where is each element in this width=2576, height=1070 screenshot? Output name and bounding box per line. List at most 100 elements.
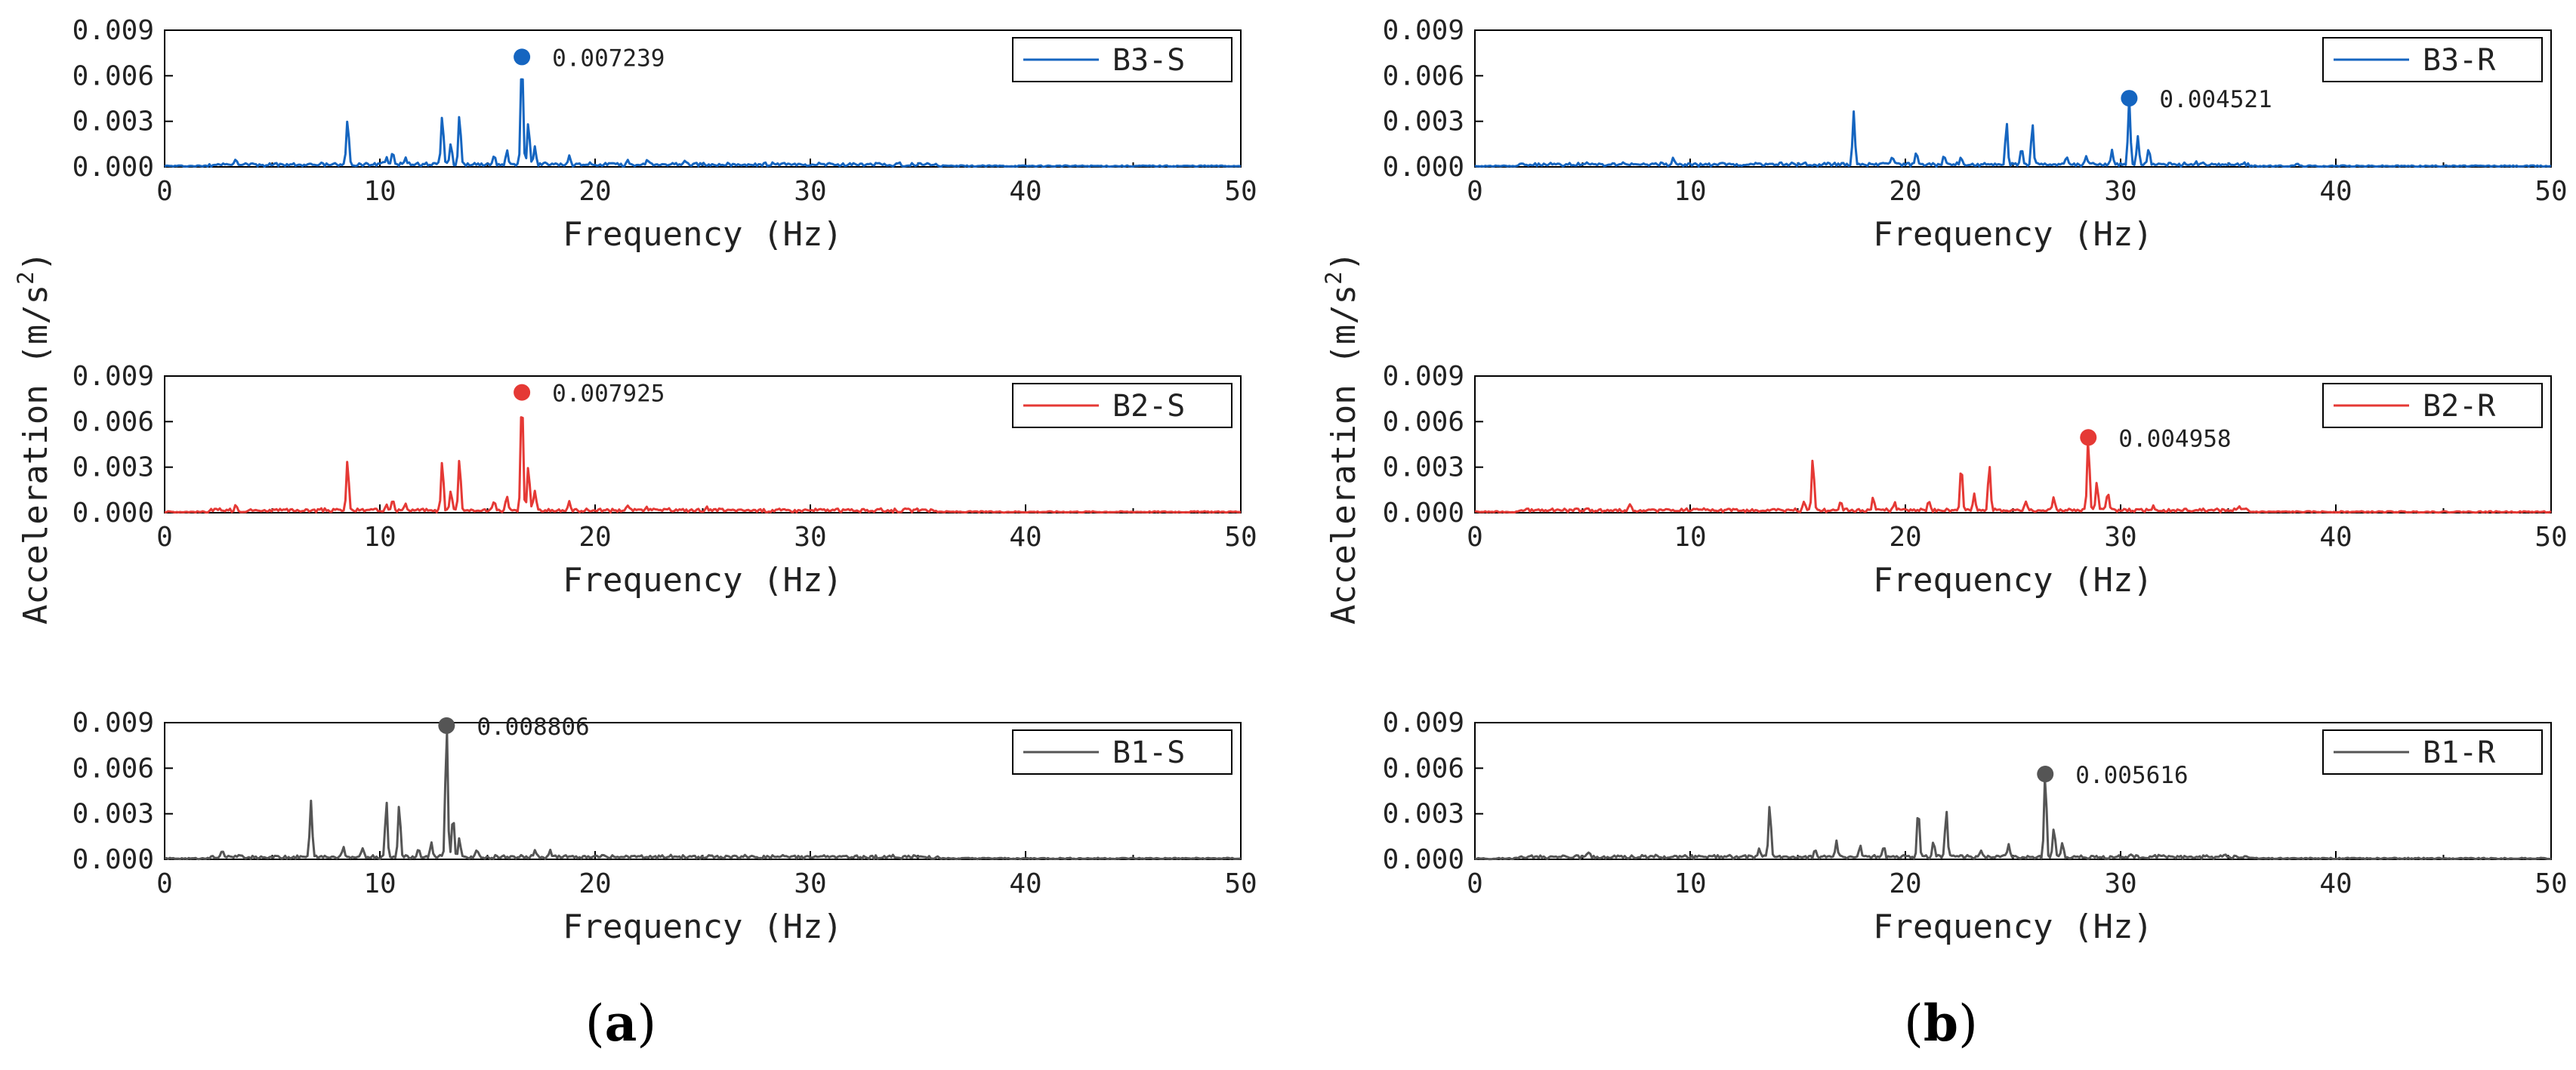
x-tick-label: 40 bbox=[2319, 868, 2352, 899]
x-axis-label: Frequency (Hz) bbox=[563, 908, 843, 946]
peak-marker bbox=[2080, 429, 2097, 446]
x-tick-label: 30 bbox=[794, 868, 826, 899]
y-tick-label: 0.000 bbox=[1383, 152, 1464, 183]
x-tick-label: 50 bbox=[2534, 176, 2567, 207]
y-tick-label: 0.003 bbox=[72, 799, 154, 830]
y-tick-label: 0.009 bbox=[1383, 708, 1464, 739]
x-tick-label: 0 bbox=[156, 868, 173, 899]
spectrum-line-b1-r bbox=[1474, 777, 2552, 861]
x-tick-label: 40 bbox=[1009, 176, 1041, 207]
y-tick-label: 0.009 bbox=[1383, 15, 1464, 46]
spectrum-line-b3-r bbox=[1474, 95, 2552, 168]
x-tick-label: 20 bbox=[578, 176, 611, 207]
x-tick-label: 40 bbox=[1009, 522, 1041, 553]
x-tick-label: 40 bbox=[2319, 522, 2352, 553]
y-tick-label: 0.003 bbox=[72, 106, 154, 137]
x-axis-label: Frequency (Hz) bbox=[1873, 561, 2153, 600]
x-tick-label: 20 bbox=[578, 868, 611, 899]
x-tick-label: 0 bbox=[1467, 176, 1483, 207]
y-tick-label: 0.000 bbox=[72, 498, 154, 529]
spectrum-line-b2-r bbox=[1474, 440, 2552, 514]
chart-b2-r: 0 10 20 30 40 50 0.000 0.003 0.006 0.009 Frequency… bbox=[1383, 361, 2568, 600]
y-tick-label: 0.003 bbox=[72, 452, 154, 483]
legend-label: B1-R bbox=[2423, 735, 2496, 770]
x-tick-label: 0 bbox=[1467, 522, 1483, 553]
x-tick-label: 50 bbox=[1224, 868, 1257, 899]
y-tick-label: 0.009 bbox=[72, 708, 154, 739]
y-tick-label: 0.009 bbox=[72, 361, 154, 392]
y-tick-label: 0.000 bbox=[1383, 844, 1464, 875]
spectrum-line-b1-s bbox=[164, 730, 1242, 861]
legend-box bbox=[2322, 729, 2543, 775]
spectrum-line-b3-s bbox=[164, 78, 1242, 168]
x-tick-label: 10 bbox=[363, 522, 396, 553]
x-tick-label: 0 bbox=[1467, 868, 1483, 899]
legend-label: B2-S bbox=[1112, 389, 1185, 424]
x-tick-label: 10 bbox=[1674, 176, 1706, 207]
y-tick-label: 0.009 bbox=[1383, 361, 1464, 392]
peak-value-label: 0.007925 bbox=[552, 381, 665, 408]
peak-value-label: 0.007239 bbox=[552, 45, 665, 72]
x-tick-label: 30 bbox=[2104, 522, 2136, 553]
y-axis-label-left: Acceleration (m/s2) bbox=[13, 251, 55, 624]
y-tick-label: 0.006 bbox=[72, 406, 154, 437]
x-tick-label: 30 bbox=[2104, 176, 2136, 207]
x-tick-label: 20 bbox=[1889, 522, 1921, 553]
x-tick-label: 30 bbox=[794, 522, 826, 553]
legend-label: B3-R bbox=[2423, 43, 2496, 78]
peak-marker bbox=[2121, 90, 2138, 107]
y-tick-label: 0.006 bbox=[72, 60, 154, 91]
x-tick-label: 10 bbox=[363, 176, 396, 207]
y-tick-label: 0.009 bbox=[72, 15, 154, 46]
y-tick-label: 0.006 bbox=[72, 753, 154, 784]
y-tick-label: 0.006 bbox=[1383, 753, 1464, 784]
x-tick-label: 30 bbox=[2104, 868, 2136, 899]
y-tick-label: 0.003 bbox=[1383, 106, 1464, 137]
peak-marker bbox=[2037, 766, 2054, 783]
y-tick-label: 0.006 bbox=[1383, 406, 1464, 437]
chart-b2-s: 0 10 20 30 40 50 0.000 0.003 0.006 0.009 Frequency… bbox=[72, 361, 1257, 600]
chart-b1-s: 0 10 20 30 40 50 0.000 0.003 0.006 0.009 Frequency… bbox=[72, 708, 1257, 946]
x-tick-label: 50 bbox=[2534, 868, 2567, 899]
subfigure-label-b: (b) bbox=[1904, 994, 1978, 1053]
legend-label: B3-S bbox=[1112, 43, 1185, 78]
x-tick-label: 50 bbox=[1224, 522, 1257, 553]
y-tick-label: 0.003 bbox=[1383, 452, 1464, 483]
plot-area: 0 10 20 30 40 50 0.000 0.003 0.006 0.009 Frequency… bbox=[72, 15, 2568, 946]
chart-b3-r: 0 10 20 30 40 50 0.000 0.003 0.006 0.009 Frequency… bbox=[1383, 15, 2568, 254]
x-axis-label: Frequency (Hz) bbox=[563, 215, 843, 254]
spectrum-line-b2-s bbox=[165, 416, 1242, 514]
x-axis-label: Frequency (Hz) bbox=[563, 561, 843, 600]
x-tick-label: 40 bbox=[1009, 868, 1041, 899]
x-axis-label: Frequency (Hz) bbox=[1873, 215, 2153, 254]
x-tick-label: 0 bbox=[156, 176, 173, 207]
peak-value-label: 0.004521 bbox=[2159, 86, 2272, 113]
x-tick-label: 20 bbox=[1889, 868, 1921, 899]
x-tick-label: 10 bbox=[1674, 868, 1706, 899]
peak-marker bbox=[514, 48, 531, 66]
x-axis-label: Frequency (Hz) bbox=[1873, 908, 2153, 946]
peak-marker bbox=[438, 717, 455, 734]
x-tick-label: 10 bbox=[363, 868, 396, 899]
y-tick-label: 0.006 bbox=[1383, 60, 1464, 91]
y-tick-label: 0.003 bbox=[1383, 799, 1464, 830]
x-tick-label: 20 bbox=[578, 522, 611, 553]
peak-marker bbox=[514, 384, 531, 401]
y-axis-label-right: Acceleration (m/s2) bbox=[1321, 251, 1363, 624]
peak-value-label: 0.005616 bbox=[2075, 762, 2188, 789]
x-tick-label: 40 bbox=[2319, 176, 2352, 207]
y-tick-label: 0.000 bbox=[1383, 498, 1464, 529]
chart-b3-s: 0 10 20 30 40 50 0.000 0.003 0.006 0.009 Frequency… bbox=[72, 15, 1257, 254]
subfigure-label-a: (a) bbox=[585, 994, 656, 1053]
peak-value-label: 0.004958 bbox=[2118, 425, 2231, 452]
x-tick-label: 30 bbox=[794, 176, 826, 207]
legend-label: B1-S bbox=[1112, 735, 1185, 770]
chart-b1-r: 0 10 20 30 40 50 0.000 0.003 0.006 0.009 Frequency… bbox=[1383, 708, 2568, 946]
y-tick-label: 0.000 bbox=[72, 844, 154, 875]
x-tick-label: 20 bbox=[1889, 176, 1921, 207]
x-tick-label: 50 bbox=[1224, 176, 1257, 207]
x-tick-label: 50 bbox=[2534, 522, 2567, 553]
x-tick-label: 0 bbox=[156, 522, 173, 553]
peak-value-label: 0.008806 bbox=[477, 714, 589, 741]
